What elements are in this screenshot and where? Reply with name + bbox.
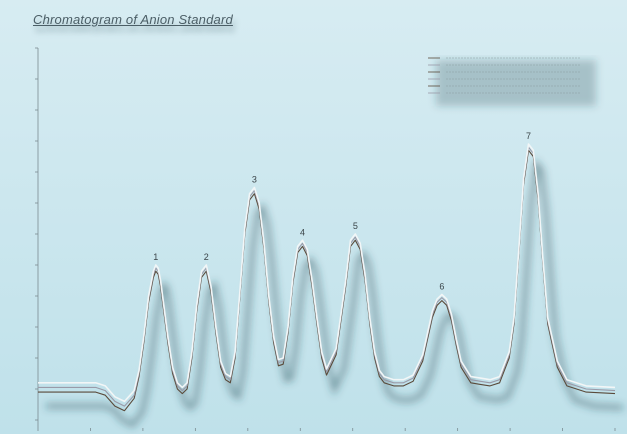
peak-label: 5: [353, 221, 358, 231]
chart-title: Chromatogram of Anion Standard: [33, 12, 233, 27]
peak-label: 7: [526, 131, 531, 141]
peak-label: 3: [252, 175, 257, 185]
trace-shadows: [46, 158, 624, 428]
series-line: [38, 143, 616, 403]
chart-legend: [428, 57, 596, 106]
legend-shadow: [436, 60, 596, 106]
trace-lines: [38, 143, 616, 412]
chart-axes: [35, 47, 616, 431]
peak-label: 4: [300, 227, 305, 237]
peak-label: 2: [204, 252, 209, 262]
peak-label: 6: [439, 282, 444, 292]
trace-shadow: [46, 158, 624, 428]
peak-labels: 1 2 3 4 5 6 7: [153, 131, 531, 291]
peak-label: 1: [153, 252, 158, 262]
